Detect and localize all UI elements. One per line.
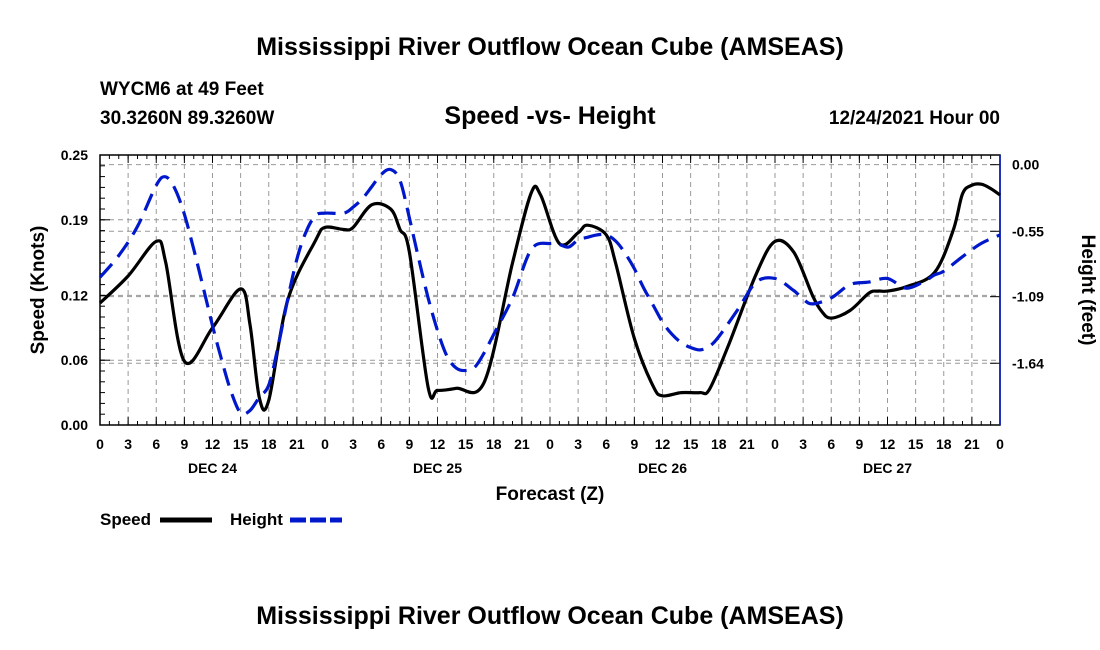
y2-tick-label: -0.55: [1012, 223, 1044, 239]
day-label: DEC 24: [188, 460, 237, 476]
x-tick-label: 9: [855, 436, 863, 452]
speed-series-line: [98, 182, 1001, 412]
legend: Speed Height: [100, 510, 342, 529]
y-axis-label: Speed (Knots): [28, 226, 49, 355]
x-tick-label: 12: [880, 436, 896, 452]
x-tick-label: 15: [233, 436, 249, 452]
x-tick-label: 6: [602, 436, 610, 452]
x-tick-label: 18: [486, 436, 502, 452]
x-tick-label: 6: [377, 436, 385, 452]
x-axis-label: Forecast (Z): [496, 484, 605, 505]
x-tick-label: 9: [630, 436, 638, 452]
day-label: DEC 27: [863, 460, 912, 476]
day-label: DEC 25: [413, 460, 462, 476]
x-tick-label: 21: [514, 436, 530, 452]
x-tick-label: 21: [739, 436, 755, 452]
run-time: 12/24/2021 Hour 00: [829, 108, 1000, 129]
day-label: DEC 26: [638, 460, 687, 476]
x-tick-label: 12: [655, 436, 671, 452]
legend-label-speed: Speed: [100, 510, 151, 529]
x-tick-label: 12: [205, 436, 221, 452]
x-tick-label: 18: [711, 436, 727, 452]
legend-label-height: Height: [230, 510, 283, 529]
x-tick-label: 21: [964, 436, 980, 452]
series-lines: [98, 167, 1001, 416]
station-label: WYCM6 at 49 Feet: [100, 79, 264, 100]
y-tick-label: 0.00: [61, 417, 88, 433]
y-tick-label: 0.25: [61, 147, 88, 163]
chart-subtitle: Speed -vs- Height: [444, 102, 656, 130]
x-tick-label: 0: [996, 436, 1004, 452]
x-tick-label: 18: [936, 436, 952, 452]
y-tick-label: 0.19: [61, 212, 88, 228]
x-tick-label: 3: [799, 436, 807, 452]
y2-tick-label: -1.09: [1012, 289, 1044, 305]
y2-tick-label: 0.00: [1012, 157, 1039, 173]
x-tick-label: 9: [405, 436, 413, 452]
x-tick-label: 0: [546, 436, 554, 452]
x-tick-label: 15: [908, 436, 924, 452]
height-series-line: [98, 167, 1001, 416]
x-tick-label: 0: [96, 436, 104, 452]
x-tick-label: 3: [124, 436, 132, 452]
x-tick-label: 0: [771, 436, 779, 452]
x-tick-label: 18: [261, 436, 277, 452]
x-tick-label: 6: [152, 436, 160, 452]
x-tick-label: 9: [180, 436, 188, 452]
x-tick-label: 15: [458, 436, 474, 452]
x-tick-label: 0: [321, 436, 329, 452]
grid-lines: [100, 155, 1000, 425]
y-tick-label: 0.12: [61, 287, 88, 303]
x-tick-label: 3: [574, 436, 582, 452]
chart-title: Mississippi River Outflow Ocean Cube (AM…: [256, 33, 844, 61]
footer-title: Mississippi River Outflow Ocean Cube (AM…: [256, 602, 844, 630]
x-tick-label: 12: [430, 436, 446, 452]
station-coords: 30.3260N 89.3260W: [100, 108, 274, 129]
axes: 0 3 6 9 12 15 18 21 0 3 6 9 12 15 18 21 0 3 6 9 12 15 18 21 0 3 6 9…: [61, 147, 1044, 476]
x-tick-label: 3: [349, 436, 357, 452]
x-tick-label: 21: [289, 436, 305, 452]
x-tick-label: 15: [683, 436, 699, 452]
y2-tick-label: -1.64: [1012, 355, 1044, 371]
y-tick-label: 0.06: [61, 352, 88, 368]
x-tick-label: 6: [827, 436, 835, 452]
y2-axis-label: Height (feet): [1077, 235, 1098, 346]
